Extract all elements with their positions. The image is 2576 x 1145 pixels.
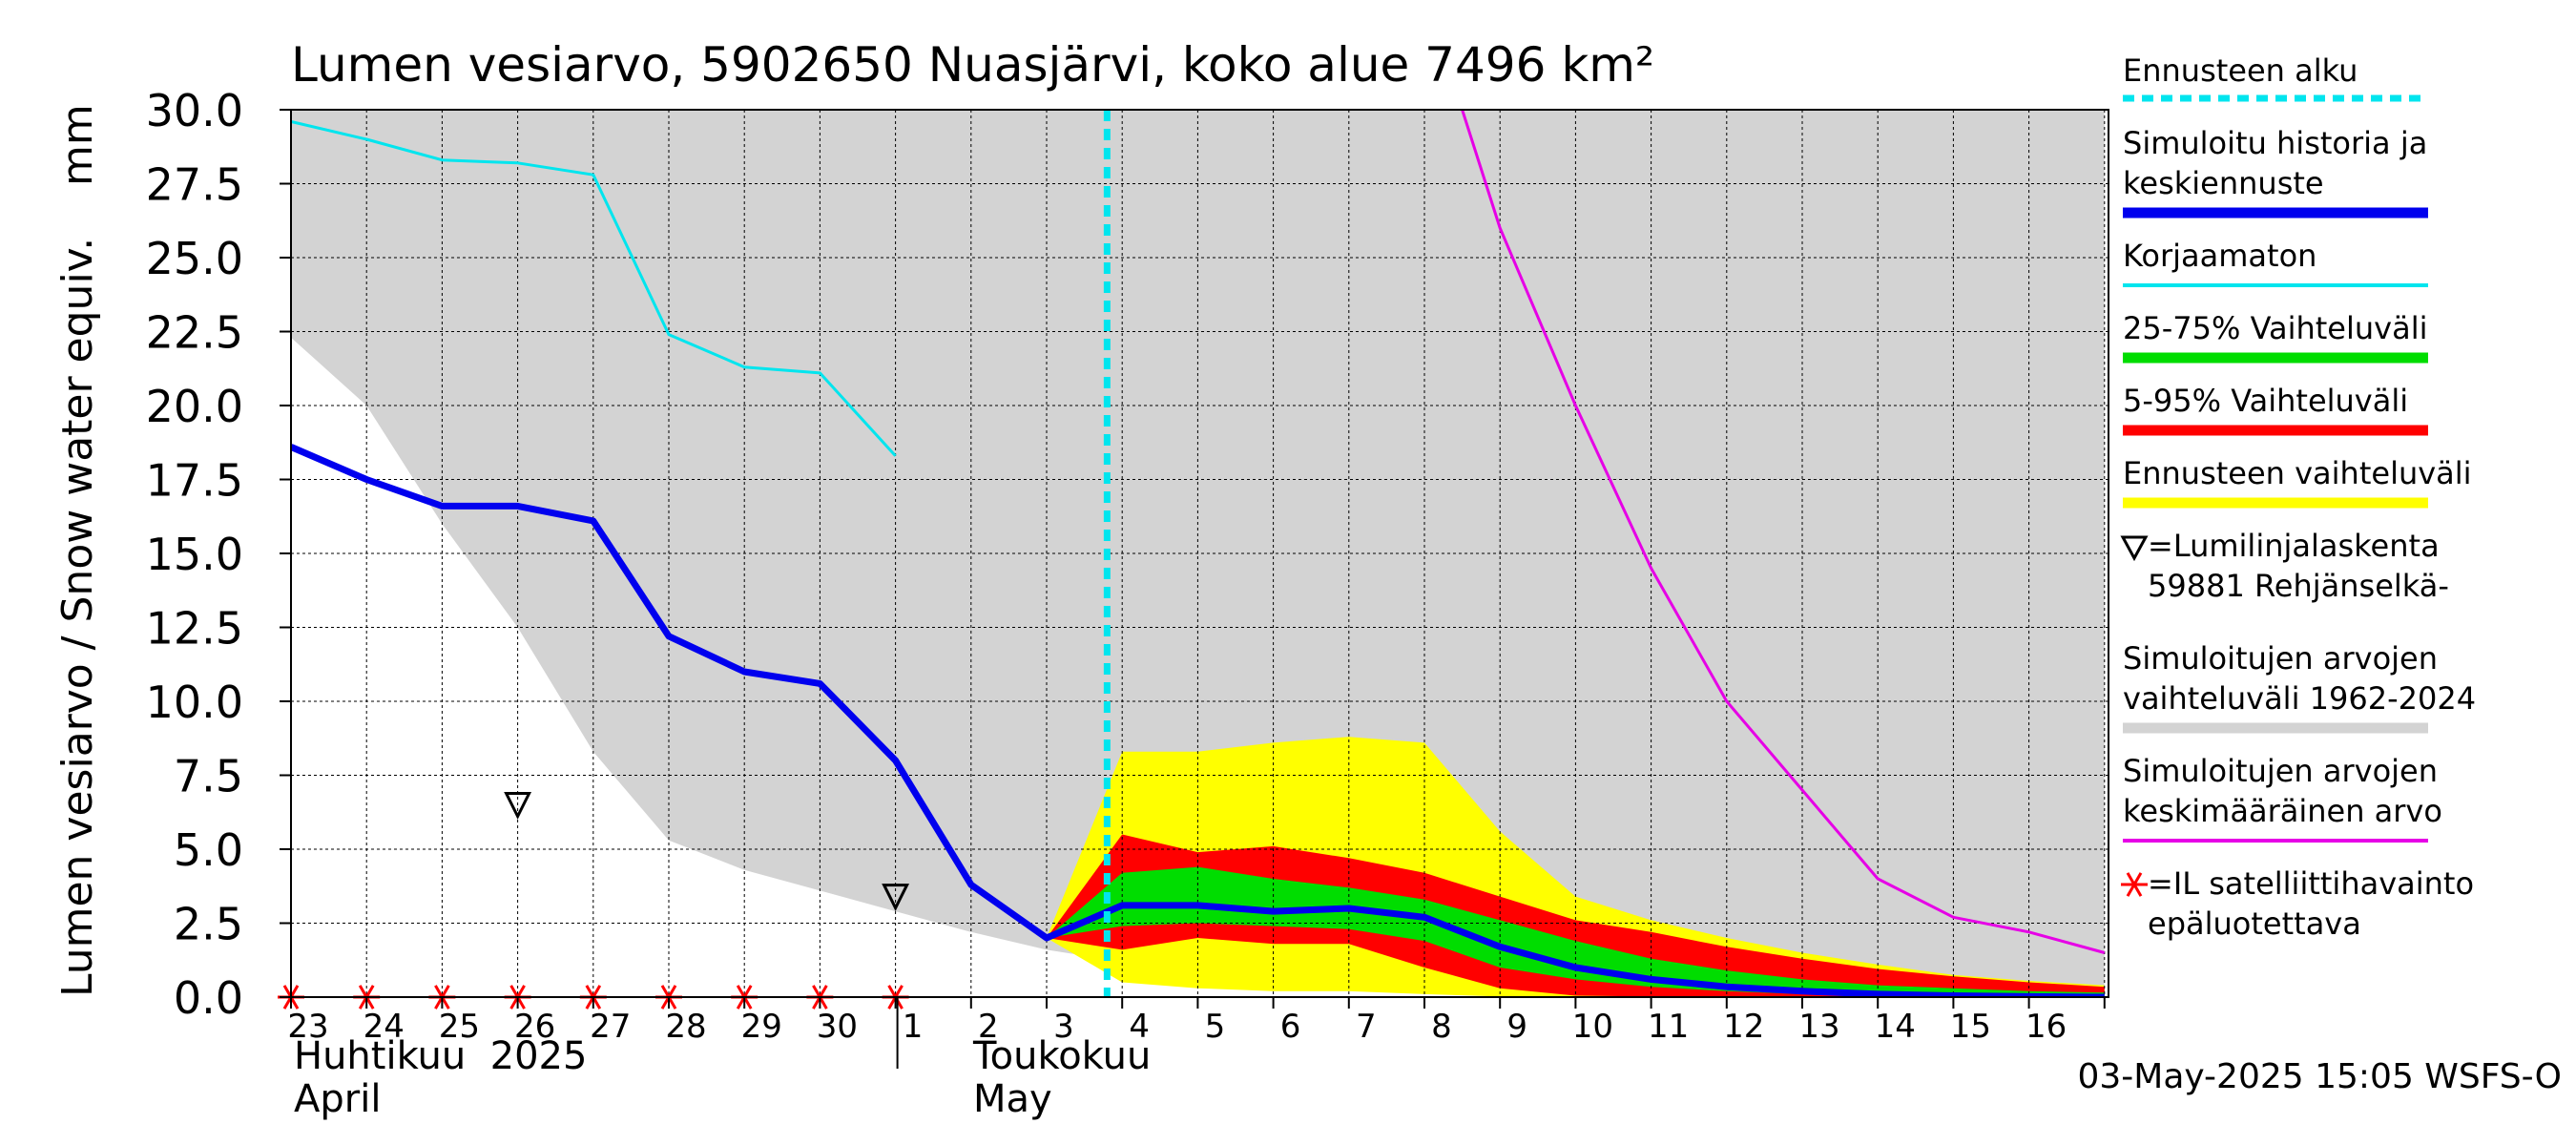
x-tick-label: 26	[514, 1008, 555, 1046]
y-tick-label: 0.0	[174, 972, 243, 1024]
legend-label: epäluotettava	[2148, 906, 2361, 942]
legend: Ennusteen alku Simuloitu historia ja keski…	[2120, 52, 2476, 942]
line-series-0	[1461, 110, 2106, 954]
legend-label: =Lumilinjalaskenta	[2148, 528, 2440, 564]
legend-triangle-icon	[2120, 535, 2149, 562]
legend-label: keskimääräinen arvo	[2123, 793, 2442, 829]
x-tick-label: 10	[1572, 1008, 1613, 1046]
line-series-1	[291, 119, 897, 457]
y-tick-label: 22.5	[146, 307, 243, 359]
x-tick-label: 8	[1431, 1008, 1452, 1046]
y-tick-label: 15.0	[146, 529, 243, 580]
y-tick-label: 20.0	[146, 381, 243, 432]
legend-label: Simuloitu historia ja	[2123, 125, 2427, 161]
x-tick-label: 7	[1356, 1008, 1377, 1046]
y-tick-label: 10.0	[146, 677, 243, 728]
axes: 0.0 2.5 5.0 7.5 10.0 12.5 15.0 17.5 20.0 22.5 25.0…	[146, 85, 2109, 1069]
y-tick-label: 5.0	[174, 824, 243, 876]
legend-label: Korjaamaton	[2123, 238, 2316, 274]
legend-item-4: 5-95% Vaihteluväli	[2123, 383, 2428, 436]
month-label-april-fi: Huhtikuu 2025	[294, 1034, 587, 1078]
y-tick-label: 12.5	[146, 603, 243, 655]
x-tick-label: 3	[1053, 1008, 1074, 1046]
legend-item-2: Korjaamaton	[2123, 238, 2428, 287]
x-tick-label: 16	[2025, 1008, 2067, 1046]
x-tick-label: 1	[903, 1008, 924, 1046]
plot-inner	[291, 110, 2109, 997]
plot-area	[278, 110, 2109, 1010]
legend-item-1: Simuloitu historia ja keskiennuste	[2123, 125, 2428, 219]
legend-item-5: Ennusteen vaihteluväli	[2123, 455, 2472, 509]
x-tick-label: 4	[1129, 1008, 1150, 1046]
band-series-2	[1047, 834, 2105, 997]
y-tick-label: 17.5	[146, 455, 243, 507]
y-tick-label: 30.0	[146, 85, 243, 136]
x-tick-label: 25	[439, 1008, 480, 1046]
x-tick-label: 6	[1280, 1008, 1301, 1046]
line-series-2	[291, 444, 2105, 997]
y-axis-label: Lumen vesiarvo / Snow water equiv.	[53, 238, 102, 997]
x-tick-label: 5	[1205, 1008, 1226, 1046]
x-tick-label: 12	[1723, 1008, 1764, 1046]
legend-label: =IL satelliittihavainto	[2148, 865, 2474, 902]
legend-item-9: =IL satelliittihavainto epäluotettava	[2121, 865, 2474, 942]
x-tick-label: 2	[978, 1008, 999, 1046]
x-tick-label: 14	[1875, 1008, 1916, 1046]
x-tick-label: 30	[817, 1008, 858, 1046]
snowline-marker	[882, 884, 910, 911]
legend-label: Ennusteen alku	[2123, 52, 2358, 89]
legend-label: Simuloitujen arvojen	[2123, 640, 2438, 677]
x-tick-label: 29	[741, 1008, 782, 1046]
legend-star-icon	[2121, 872, 2148, 897]
y-axis-unit: mm	[53, 104, 102, 186]
band-series-3	[1047, 866, 2105, 997]
legend-label: Ennusteen vaihteluväli	[2123, 455, 2472, 491]
y-tick-label: 2.5	[174, 899, 243, 950]
x-tick-label: 9	[1506, 1008, 1527, 1046]
x-tick-label: 28	[665, 1008, 706, 1046]
x-tick-label: 13	[1798, 1008, 1839, 1046]
x-tick-label: 23	[287, 1008, 328, 1046]
chart-title: Lumen vesiarvo, 5902650 Nuasjärvi, koko …	[291, 37, 1654, 93]
legend-label: 59881 Rehjänselkä-	[2148, 568, 2449, 604]
x-tick-label: 15	[1950, 1008, 1991, 1046]
legend-label: 25-75% Vaihteluväli	[2123, 310, 2427, 346]
legend-item-0: Ennusteen alku	[2123, 52, 2428, 102]
timestamp: 03-May-2025 15:05 WSFS-O	[2077, 1057, 2562, 1096]
month-label-april-en: April	[294, 1077, 381, 1121]
y-tick-label: 27.5	[146, 159, 243, 211]
x-tick-label: 11	[1648, 1008, 1689, 1046]
x-tick-label: 24	[364, 1008, 405, 1046]
x-tick-label: 27	[590, 1008, 631, 1046]
legend-label: 5-95% Vaihteluväli	[2123, 383, 2408, 419]
legend-item-8: Simuloitujen arvojen keskimääräinen arvo	[2123, 753, 2442, 843]
month-label-may-en: May	[973, 1077, 1052, 1121]
legend-label: Simuloitujen arvojen	[2123, 753, 2438, 789]
legend-label: vaihteluväli 1962-2024	[2123, 680, 2476, 717]
y-tick-label: 25.0	[146, 233, 243, 284]
legend-item-3: 25-75% Vaihteluväli	[2123, 310, 2428, 364]
legend-item-6: =Lumilinjalaskenta 59881 Rehjänselkä-	[2120, 528, 2449, 604]
snowline-marker	[504, 792, 532, 820]
y-tick-label: 7.5	[174, 751, 243, 802]
legend-label: keskiennuste	[2123, 165, 2324, 201]
month-label-may-fi: Toukokuu	[972, 1034, 1151, 1078]
